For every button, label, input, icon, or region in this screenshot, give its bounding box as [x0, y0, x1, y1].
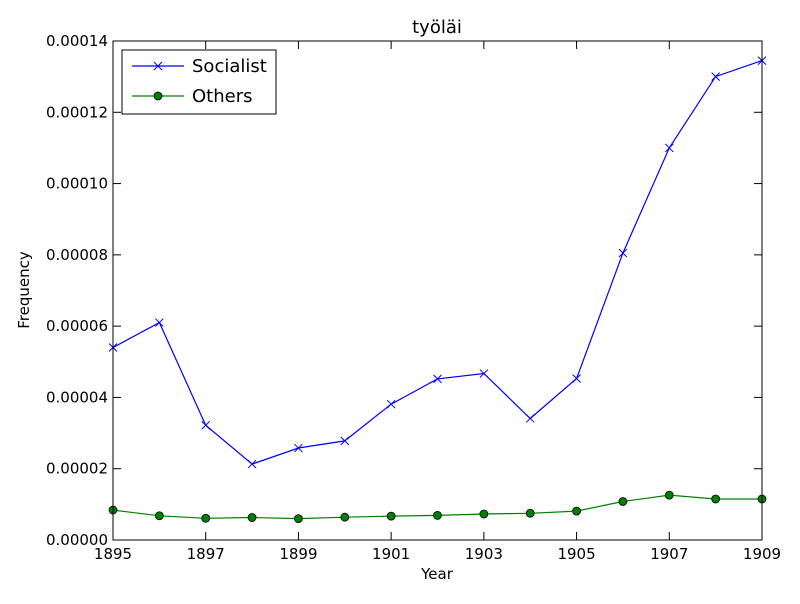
series-line-socialist [112, 60, 763, 465]
y-tick-label: 0.00014 [46, 32, 108, 50]
data-point-socialist [618, 248, 628, 258]
legend-box [121, 49, 277, 115]
legend-label: Others [192, 86, 253, 107]
data-point-others [340, 512, 350, 522]
data-point-socialist [479, 369, 489, 378]
legend-label: Socialist [192, 56, 267, 77]
data-point-others [386, 511, 396, 521]
x-tick-label: 1907 [650, 545, 688, 563]
data-point-others [154, 511, 164, 521]
legend-marker [153, 61, 163, 71]
x-tick-label: 1895 [94, 545, 132, 563]
data-point-socialist [386, 399, 396, 409]
data-point-others [618, 497, 628, 506]
x-axis-label: Year [420, 565, 454, 583]
y-tick-label: 0.00012 [46, 103, 108, 121]
data-point-socialist [201, 420, 211, 430]
data-point-others [525, 508, 535, 518]
y-tick-label: 0.00006 [46, 317, 108, 335]
y-tick-label: 0.00000 [46, 531, 108, 549]
data-point-socialist [247, 459, 257, 469]
chart-title: työläi [412, 17, 462, 38]
data-point-others [294, 514, 303, 524]
data-point-socialist [433, 374, 442, 384]
data-point-others [572, 506, 581, 516]
data-point-socialist [525, 414, 535, 423]
legend: Socialist Others [121, 49, 277, 115]
data-point-others [479, 509, 489, 519]
data-point-others [711, 494, 721, 504]
x-tick-label: 1909 [743, 545, 781, 563]
data-point-socialist [572, 374, 581, 383]
data-point-socialist [340, 436, 350, 446]
data-point-socialist [155, 318, 164, 327]
y-tick-label: 0.00008 [46, 246, 108, 264]
y-tick-label: 0.00004 [46, 388, 108, 406]
data-point-socialist [711, 72, 720, 81]
data-point-socialist [664, 143, 674, 153]
data-point-others [201, 513, 211, 523]
x-tick-label: 1897 [187, 545, 225, 563]
y-axis-label: Frequency [15, 251, 33, 329]
plot-frame [112, 40, 763, 541]
data-point-others [433, 511, 442, 520]
data-point-others [664, 490, 674, 500]
data-point-others [247, 513, 257, 522]
legend-marker [153, 91, 163, 101]
data-point-socialist [294, 443, 303, 453]
x-tick-label: 1905 [557, 545, 595, 563]
x-tick-label: 1903 [465, 545, 503, 563]
y-tick-label: 0.00010 [46, 175, 108, 193]
x-tick-label: 1899 [279, 545, 317, 563]
y-tick-label: 0.00002 [46, 460, 108, 478]
plot-area: 0.00000 0.00002 0.00004 0.00006 0.00008 0.000… [46, 32, 781, 563]
x-tick-label: 1901 [372, 545, 410, 563]
